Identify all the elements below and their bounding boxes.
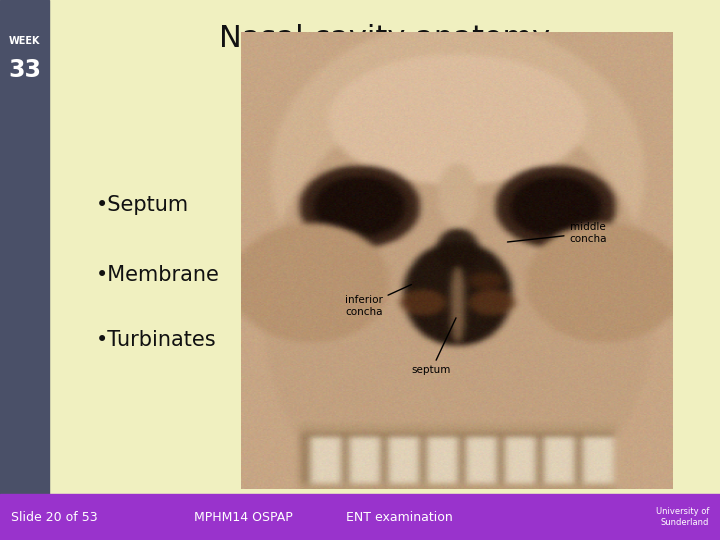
Text: ENT examination: ENT examination [346, 510, 452, 524]
Text: University of
Sunderland: University of Sunderland [656, 508, 709, 526]
Bar [0, 494, 720, 540]
Text: •Septum: •Septum [96, 195, 189, 215]
Text: WEEK: WEEK [9, 36, 40, 45]
Text: septum: septum [412, 318, 456, 375]
Text: middle
concha: middle concha [508, 222, 607, 244]
Text: Slide 20 of 53: Slide 20 of 53 [11, 510, 97, 524]
Text: •Membrane: •Membrane [96, 265, 220, 286]
Bar [0, 0, 49, 494]
Text: Nasal cavity anatomy: Nasal cavity anatomy [219, 24, 550, 53]
Text: •Turbinates: •Turbinates [96, 330, 217, 350]
Text: 33: 33 [8, 58, 41, 82]
Text: inferior
concha: inferior concha [345, 285, 411, 317]
Text: MPHM14 OSPAP: MPHM14 OSPAP [194, 510, 293, 524]
